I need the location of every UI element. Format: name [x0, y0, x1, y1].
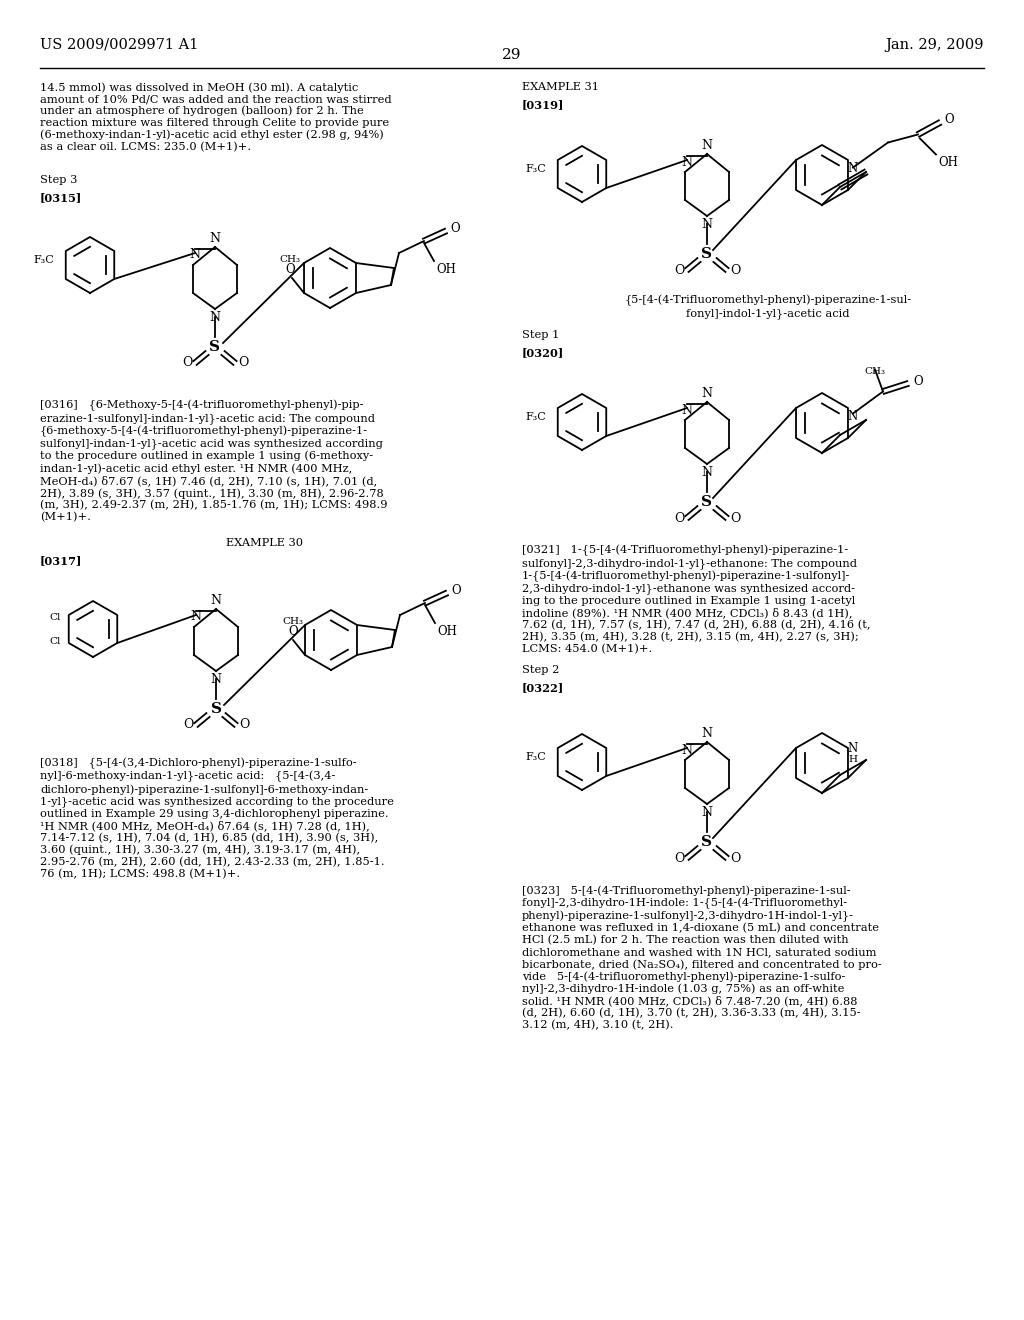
- Text: O: O: [239, 718, 249, 731]
- Text: O: O: [674, 511, 684, 524]
- Text: S: S: [701, 495, 713, 510]
- Text: [0323]   5-[4-(4-Trifluoromethyl-phenyl)-piperazine-1-sul-
fonyl]-2,3-dihydro-1H: [0323] 5-[4-(4-Trifluoromethyl-phenyl)-p…: [522, 884, 882, 1031]
- Text: [0320]: [0320]: [522, 347, 564, 358]
- Text: Jan. 29, 2009: Jan. 29, 2009: [886, 38, 984, 51]
- Text: S: S: [701, 247, 713, 261]
- Text: N: N: [701, 727, 713, 741]
- Text: 14.5 mmol) was dissolved in MeOH (30 ml). A catalytic
amount of 10% Pd/C was add: 14.5 mmol) was dissolved in MeOH (30 ml)…: [40, 82, 391, 152]
- Text: N: N: [701, 807, 713, 818]
- Text: O: O: [183, 718, 194, 731]
- Text: O: O: [238, 356, 248, 370]
- Text: [0321]   1-{5-[4-(4-Trifluoromethyl-phenyl)-piperazine-1-
sulfonyl]-2,3-dihydro-: [0321] 1-{5-[4-(4-Trifluoromethyl-phenyl…: [522, 545, 870, 655]
- Text: O: O: [674, 851, 684, 865]
- Text: N: N: [189, 248, 201, 261]
- Text: Step 2: Step 2: [522, 665, 559, 675]
- Text: {5-[4-(4-Trifluoromethyl-phenyl)-piperazine-1-sul-
fonyl]-indol-1-yl}-acetic aci: {5-[4-(4-Trifluoromethyl-phenyl)-piperaz…: [625, 294, 911, 318]
- Text: N: N: [682, 156, 692, 169]
- Text: N: N: [682, 404, 692, 417]
- Text: O: O: [182, 356, 193, 370]
- Text: N: N: [210, 312, 220, 323]
- Text: EXAMPLE 30: EXAMPLE 30: [226, 539, 303, 548]
- Text: [0322]: [0322]: [522, 682, 564, 693]
- Text: N: N: [701, 218, 713, 231]
- Text: N: N: [211, 594, 221, 607]
- Text: N: N: [210, 232, 220, 246]
- Text: O: O: [913, 375, 923, 388]
- Text: N: N: [701, 139, 713, 152]
- Text: S: S: [211, 702, 221, 715]
- Text: N: N: [848, 161, 858, 174]
- Text: N: N: [701, 466, 713, 479]
- Text: [0316]   {6-Methoxy-5-[4-(4-trifluoromethyl-phenyl)-pip-
erazine-1-sulfonyl]-ind: [0316] {6-Methoxy-5-[4-(4-trifluoromethy…: [40, 400, 387, 523]
- Text: Step 1: Step 1: [522, 330, 559, 341]
- Text: S: S: [210, 341, 220, 354]
- Text: O: O: [286, 263, 295, 276]
- Text: F₃C: F₃C: [33, 255, 54, 265]
- Text: O: O: [674, 264, 684, 276]
- Text: US 2009/0029971 A1: US 2009/0029971 A1: [40, 38, 199, 51]
- Text: [0318]   {5-[4-(3,4-Dichloro-phenyl)-piperazine-1-sulfo-
nyl]-6-methoxy-indan-1-: [0318] {5-[4-(3,4-Dichloro-phenyl)-piper…: [40, 758, 394, 879]
- Text: N: N: [701, 387, 713, 400]
- Text: OH: OH: [437, 624, 457, 638]
- Text: O: O: [450, 223, 460, 235]
- Text: Cl: Cl: [49, 612, 60, 622]
- Text: H: H: [849, 755, 857, 764]
- Text: CH₃: CH₃: [864, 367, 886, 376]
- Text: F₃C: F₃C: [525, 164, 546, 174]
- Text: F₃C: F₃C: [525, 752, 546, 762]
- Text: O: O: [944, 114, 953, 125]
- Text: OH: OH: [938, 157, 957, 169]
- Text: 29: 29: [502, 48, 522, 62]
- Text: CH₃: CH₃: [283, 616, 303, 626]
- Text: [0319]: [0319]: [522, 99, 564, 110]
- Text: O: O: [288, 624, 298, 638]
- Text: [0315]: [0315]: [40, 191, 82, 203]
- Text: O: O: [730, 511, 740, 524]
- Text: F₃C: F₃C: [525, 412, 546, 422]
- Text: O: O: [451, 585, 461, 598]
- Text: Step 3: Step 3: [40, 176, 78, 185]
- Text: N: N: [682, 743, 692, 756]
- Text: O: O: [730, 851, 740, 865]
- Text: Cl: Cl: [49, 636, 60, 645]
- Text: EXAMPLE 31: EXAMPLE 31: [522, 82, 599, 92]
- Text: OH: OH: [436, 263, 456, 276]
- Text: N: N: [848, 742, 858, 755]
- Text: N: N: [211, 673, 221, 686]
- Text: S: S: [701, 836, 713, 849]
- Text: O: O: [730, 264, 740, 276]
- Text: N: N: [848, 409, 858, 422]
- Text: N: N: [190, 610, 202, 623]
- Text: CH₃: CH₃: [280, 255, 300, 264]
- Text: [0317]: [0317]: [40, 554, 82, 566]
